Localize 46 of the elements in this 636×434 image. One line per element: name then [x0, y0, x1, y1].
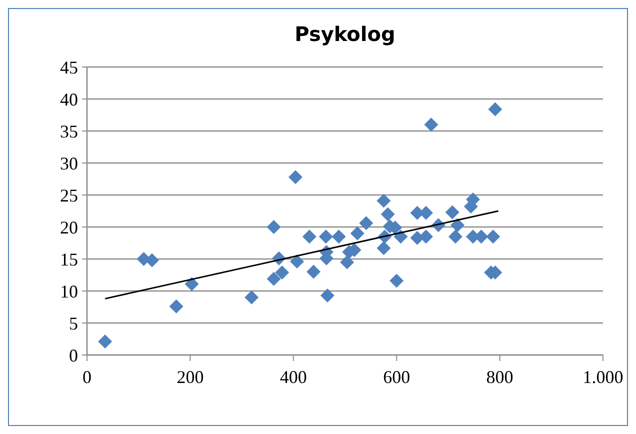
point — [290, 254, 304, 269]
point — [320, 288, 334, 302]
point — [266, 220, 281, 234]
point — [488, 102, 502, 116]
point — [359, 216, 374, 230]
y-tick-label: 5 — [69, 313, 78, 334]
x-tick-label: 0 — [82, 367, 92, 387]
point — [288, 170, 302, 184]
point — [486, 230, 500, 244]
y-tick-label: 40 — [60, 89, 78, 110]
x-tick-label: 400 — [280, 367, 307, 387]
point — [184, 276, 199, 291]
y-tick-label: 15 — [60, 249, 78, 270]
point — [380, 207, 395, 222]
point — [424, 118, 438, 132]
point — [350, 226, 364, 240]
x-tick-label: 800 — [486, 367, 514, 387]
point — [145, 253, 160, 268]
point — [376, 241, 391, 256]
x-tick-label: 1.000 — [582, 367, 624, 387]
point — [340, 255, 354, 270]
point — [244, 290, 259, 304]
point — [169, 299, 184, 314]
y-tick-label: 35 — [60, 121, 78, 142]
y-tick-label: 10 — [60, 281, 78, 302]
point — [318, 230, 333, 244]
x-tick-label: 600 — [383, 367, 410, 387]
point — [450, 218, 464, 232]
point — [275, 265, 290, 280]
point — [390, 274, 404, 288]
y-tick-label: 25 — [60, 185, 78, 206]
point — [266, 272, 281, 286]
y-tick-label: 0 — [69, 345, 78, 366]
point — [445, 205, 460, 220]
y-tick-label: 20 — [60, 217, 78, 238]
point — [306, 264, 321, 279]
point — [302, 230, 316, 244]
point — [98, 334, 112, 349]
y-tick-label: 45 — [60, 57, 78, 78]
chart-title: Psykolog — [294, 22, 396, 46]
point — [376, 194, 391, 208]
point — [448, 230, 462, 244]
point — [419, 230, 434, 244]
y-tick-label: 30 — [60, 153, 78, 174]
x-tick-label: 200 — [176, 367, 204, 387]
point — [332, 230, 346, 244]
